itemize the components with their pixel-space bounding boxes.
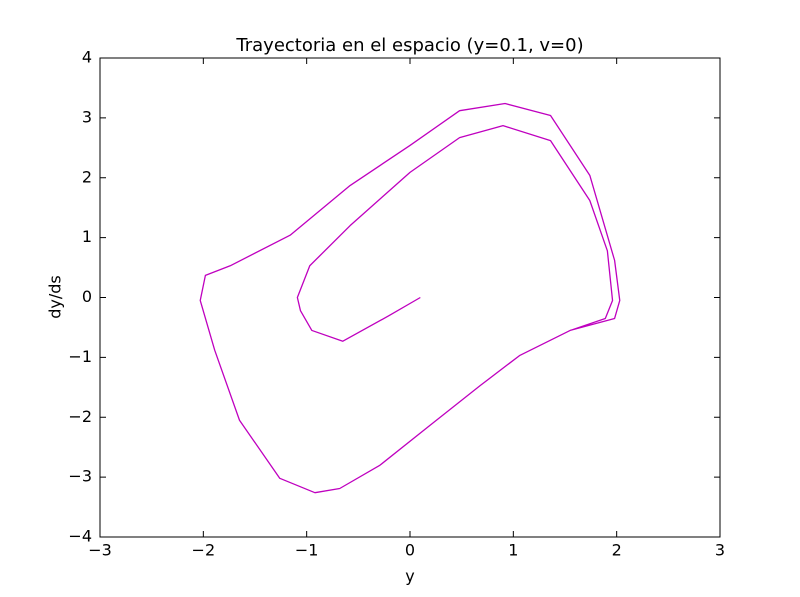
x-axis-label: y	[405, 567, 414, 586]
plot-frame	[99, 57, 721, 538]
y-tick-label: 4	[82, 48, 92, 67]
y-axis-label: dy/ds	[46, 275, 65, 319]
x-tick-label: 1	[508, 541, 518, 560]
y-tick-label: 2	[82, 167, 92, 186]
x-tick-label: 0	[405, 541, 415, 560]
chart-title: Trayectoria en el espacio (y=0.1, v=0)	[235, 35, 583, 56]
x-tick-label: −1	[295, 541, 319, 560]
x-tick-label: −2	[192, 541, 216, 560]
y-tick-label: −3	[68, 467, 92, 486]
y-tick-label: −1	[68, 347, 92, 366]
y-tick-label: 0	[82, 287, 92, 306]
x-tick-label: −3	[88, 541, 112, 560]
x-tick-label: 2	[612, 541, 622, 560]
data-line	[199, 102, 621, 494]
y-tick-label: 3	[82, 107, 92, 126]
y-tick-label: 1	[82, 227, 92, 246]
x-tick-label: 3	[715, 541, 725, 560]
y-tick-label: −4	[68, 527, 92, 546]
y-tick-label: −2	[68, 407, 92, 426]
